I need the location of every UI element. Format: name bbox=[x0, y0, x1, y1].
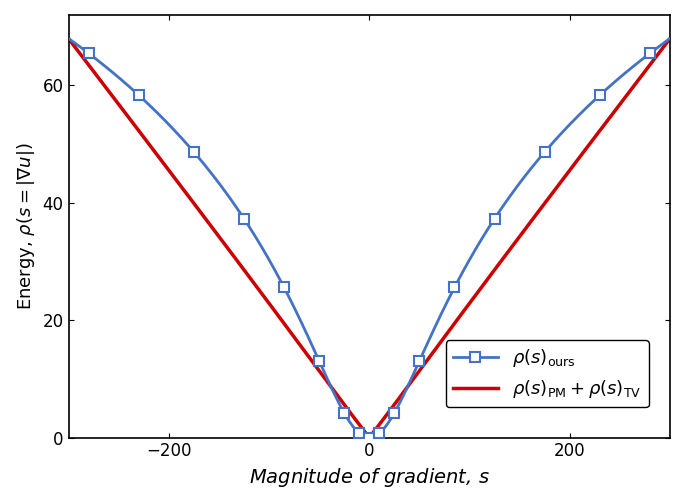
Legend: $\rho(s)_\mathrm{ours}$, $\rho(s)_\mathrm{PM} + \rho(s)_\mathrm{TV}$: $\rho(s)_\mathrm{ours}$, $\rho(s)_\mathr… bbox=[445, 340, 649, 407]
X-axis label: Magnitude of gradient, $s$: Magnitude of gradient, $s$ bbox=[249, 466, 490, 489]
Y-axis label: Energy, $\rho(s = |\nabla u|)$: Energy, $\rho(s = |\nabla u|)$ bbox=[15, 143, 37, 310]
